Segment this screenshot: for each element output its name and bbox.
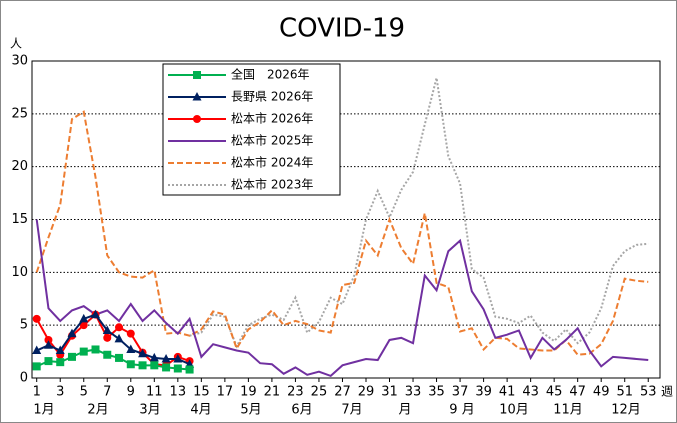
marker xyxy=(162,363,171,372)
x-unit: 週 xyxy=(661,385,673,399)
chart-title: COVID-19 xyxy=(279,14,405,44)
marker xyxy=(44,335,53,344)
x-tick-label: 37 xyxy=(452,385,469,400)
month-label: 5月 xyxy=(240,403,261,418)
marker xyxy=(79,313,89,323)
marker xyxy=(173,364,182,373)
marker xyxy=(149,352,159,362)
month-label: 4月 xyxy=(190,403,211,418)
x-tick-label: 33 xyxy=(405,385,422,400)
marker xyxy=(56,358,65,367)
marker xyxy=(103,350,112,359)
month-label: 10月 xyxy=(499,403,529,418)
x-tick-label: 41 xyxy=(499,385,516,400)
marker xyxy=(91,309,101,319)
marker xyxy=(138,361,147,370)
x-tick-label: 19 xyxy=(240,385,257,400)
x-tick-label: 23 xyxy=(287,385,304,400)
x-tick-label: 17 xyxy=(217,385,234,400)
legend-box xyxy=(162,63,341,196)
marker xyxy=(126,329,135,338)
legend-label: 松本市 2026年 xyxy=(231,111,313,126)
y-tick-label: 0 xyxy=(20,371,28,386)
y-tick-label: 25 xyxy=(11,106,28,121)
marker xyxy=(115,323,124,332)
x-tick-label: 29 xyxy=(358,385,375,400)
month-label: 12月 xyxy=(611,403,641,418)
month-label: 月 xyxy=(398,403,411,418)
x-tick-label: 47 xyxy=(569,385,586,400)
marker xyxy=(114,333,124,343)
marker xyxy=(79,347,88,356)
y-tick-label: 5 xyxy=(20,318,28,333)
x-tick-label: 53 xyxy=(640,385,657,400)
y-tick-label: 20 xyxy=(11,159,28,174)
marker xyxy=(138,348,148,358)
legend-marker xyxy=(193,71,201,79)
marker xyxy=(67,328,77,338)
marker xyxy=(150,361,159,370)
marker xyxy=(79,321,88,330)
legend-marker xyxy=(193,115,201,123)
x-tick-label: 51 xyxy=(616,385,633,400)
marker xyxy=(115,353,124,362)
legend-label: 松本市 2025年 xyxy=(231,133,313,148)
x-tick-label: 45 xyxy=(546,385,563,400)
y-tick-label: 10 xyxy=(11,265,28,280)
x-tick-label: 25 xyxy=(311,385,328,400)
legend-label: 松本市 2024年 xyxy=(231,155,313,170)
legend-label: 松本市 2023年 xyxy=(231,177,313,192)
month-label: 2月 xyxy=(87,403,108,418)
marker xyxy=(126,344,136,353)
marker xyxy=(126,360,135,369)
series-line xyxy=(35,219,649,378)
x-tick-label: 43 xyxy=(522,385,539,400)
marker xyxy=(161,353,171,363)
marker xyxy=(55,345,65,355)
series-line xyxy=(189,77,649,349)
marker xyxy=(91,345,100,354)
month-label: 11月 xyxy=(553,403,583,418)
y-unit: 人 xyxy=(10,37,22,51)
x-tick-label: 39 xyxy=(475,385,492,400)
legend-marker xyxy=(192,92,202,101)
month-label: 6月 xyxy=(291,403,312,418)
plot-area xyxy=(31,60,661,379)
x-tick-label: 1 xyxy=(33,385,41,400)
x-tick-label: 31 xyxy=(381,385,398,400)
y-tick-label: 30 xyxy=(11,54,28,69)
y-tick-label: 15 xyxy=(11,212,28,227)
x-tick-label: 3 xyxy=(56,385,64,400)
legend-label: 長野県 2026年 xyxy=(231,90,313,104)
x-tick-label: 11 xyxy=(146,385,163,400)
marker xyxy=(103,333,112,342)
marker xyxy=(44,357,53,366)
marker xyxy=(102,325,112,334)
x-tick-label: 35 xyxy=(428,385,445,400)
marker xyxy=(67,352,76,361)
marker xyxy=(32,314,41,323)
marker xyxy=(185,365,194,374)
month-label: 3月 xyxy=(139,403,160,418)
x-tick-label: 49 xyxy=(593,385,610,400)
x-tick-label: 15 xyxy=(193,385,210,400)
month-label: 1月 xyxy=(33,403,54,418)
marker xyxy=(43,340,53,349)
month-label: 7月 xyxy=(341,403,362,418)
marker xyxy=(32,362,41,371)
x-tick-label: 27 xyxy=(334,385,351,400)
marker xyxy=(173,353,183,363)
x-tick-label: 5 xyxy=(80,385,88,400)
x-tick-label: 21 xyxy=(264,385,281,400)
legend-label: 全国 2026年 xyxy=(231,67,310,82)
x-tick-label: 7 xyxy=(103,385,111,400)
month-label: 9 月 xyxy=(449,403,474,418)
x-tick-label: 13 xyxy=(170,385,187,400)
marker xyxy=(32,345,42,355)
x-tick-label: 9 xyxy=(127,385,135,400)
